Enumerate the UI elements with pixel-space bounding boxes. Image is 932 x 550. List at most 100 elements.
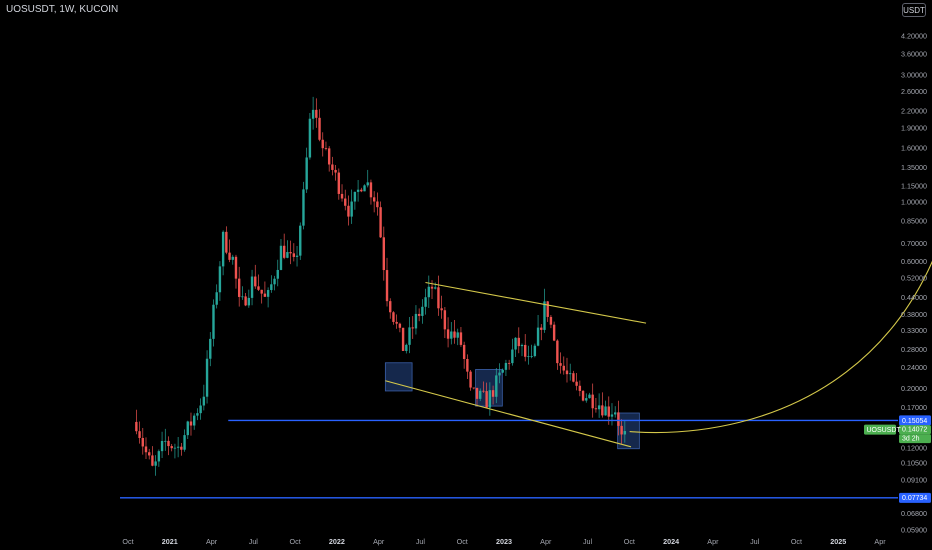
candle (591, 383, 594, 418)
price-axis-label: 0.15054 (899, 415, 931, 426)
candle (392, 311, 395, 325)
y-tick-label: 0.85000 (901, 217, 927, 226)
y-tick-label: 2.20000 (901, 106, 927, 115)
candle (469, 370, 472, 391)
candle (482, 381, 485, 393)
y-axis: 0.059000.068000.077900.091000.105000.120… (901, 32, 927, 535)
candle (247, 289, 251, 308)
candle (151, 446, 154, 467)
candle (218, 261, 222, 301)
candle (453, 319, 456, 344)
y-tick-label: 0.44000 (901, 293, 927, 302)
candles (135, 96, 627, 476)
candle (183, 429, 186, 452)
projection-curve (629, 106, 932, 433)
candle (501, 368, 504, 374)
x-tick-label: Apr (540, 537, 552, 546)
y-tick-label: 0.10500 (901, 459, 927, 468)
candle (504, 359, 508, 377)
candle (366, 169, 369, 188)
y-tick-label: 0.52000 (901, 273, 927, 282)
candle (411, 316, 414, 339)
y-tick-label: 0.28000 (901, 345, 927, 354)
candle (623, 420, 627, 443)
candle (434, 282, 437, 290)
trendlines (385, 281, 647, 448)
candle (408, 317, 411, 354)
candle (617, 400, 620, 436)
x-tick-label: 2021 (162, 537, 178, 546)
candle (417, 308, 421, 322)
candle (308, 113, 312, 160)
x-tick-label: Apr (707, 537, 719, 546)
candle (601, 392, 604, 418)
svg-text:3d 2h: 3d 2h (902, 435, 920, 442)
x-tick-label: Oct (457, 537, 468, 546)
candle (520, 343, 524, 357)
candle (321, 132, 324, 157)
candle (581, 390, 585, 402)
candle (479, 388, 482, 402)
y-tick-label: 2.60000 (901, 87, 927, 96)
candle (546, 300, 549, 322)
candle (440, 295, 443, 319)
candle (401, 327, 405, 352)
candle (250, 269, 254, 306)
candle (572, 370, 575, 383)
candle (543, 288, 546, 333)
candle (205, 350, 209, 404)
candle (385, 257, 389, 307)
candle (160, 431, 164, 459)
candle (456, 328, 459, 346)
svg-text:0.14072: 0.14072 (902, 426, 927, 433)
candle (533, 343, 537, 358)
candle (559, 352, 562, 374)
trendline[interactable] (425, 281, 647, 324)
candle (273, 275, 276, 291)
svg-text:0.15054: 0.15054 (902, 418, 927, 425)
candle (565, 357, 569, 383)
candle (154, 455, 157, 476)
candle (462, 341, 466, 369)
y-tick-label: 0.70000 (901, 239, 927, 248)
projection-path[interactable] (629, 106, 932, 433)
candle (260, 289, 263, 304)
candle (241, 286, 244, 300)
candle (282, 233, 286, 260)
y-tick-label: 1.00000 (901, 198, 927, 207)
candle (231, 254, 234, 265)
svg-text:UOSUSDT: UOSUSDT (867, 427, 902, 434)
candle (395, 314, 398, 329)
candle (578, 380, 582, 397)
candle (594, 398, 598, 413)
currency-button[interactable]: USDT (902, 3, 926, 17)
highlight-box (617, 412, 640, 450)
x-tick-label: Jul (583, 537, 593, 546)
y-tick-label: 1.60000 (901, 143, 927, 152)
candle (244, 293, 247, 307)
candle (347, 195, 350, 226)
x-tick-label: 2022 (329, 537, 345, 546)
y-tick-label: 0.09100 (901, 475, 927, 484)
y-tick-label: 0.20000 (901, 384, 927, 393)
candle (186, 420, 189, 440)
candle (360, 187, 363, 193)
svg-text:0.07734: 0.07734 (902, 495, 927, 502)
x-tick-label: Oct (122, 537, 133, 546)
candle (292, 243, 296, 262)
candle (353, 191, 357, 210)
candle (585, 393, 588, 403)
candle (157, 449, 161, 467)
price-levels (120, 419, 898, 499)
candle (472, 387, 475, 390)
y-tick-label: 3.00000 (901, 70, 927, 79)
candle (524, 334, 527, 362)
candle (459, 327, 463, 347)
y-tick-label: 0.60000 (901, 257, 927, 266)
trendline[interactable] (385, 380, 632, 448)
candle (176, 436, 180, 458)
candle (299, 222, 302, 260)
candle (414, 305, 418, 335)
y-tick-label: 0.24000 (901, 363, 927, 372)
